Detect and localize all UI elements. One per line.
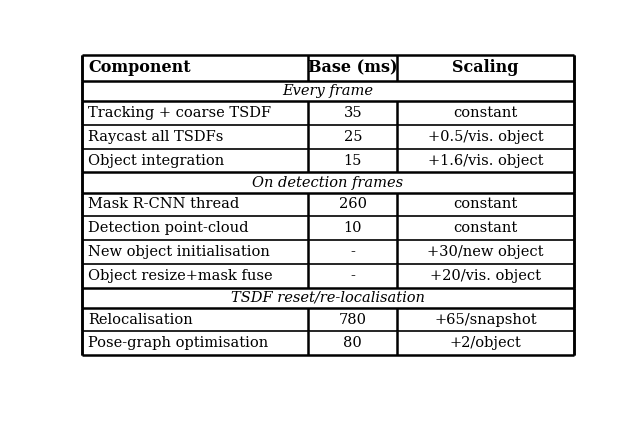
Text: Tracking + coarse TSDF: Tracking + coarse TSDF xyxy=(88,106,271,120)
Text: 25: 25 xyxy=(344,130,362,144)
Bar xyxy=(83,149,573,173)
Text: +65/snapshot: +65/snapshot xyxy=(434,313,537,327)
Bar xyxy=(83,125,573,149)
Text: Base (ms): Base (ms) xyxy=(308,60,397,76)
Bar xyxy=(83,81,573,101)
Bar xyxy=(83,216,573,240)
Text: 10: 10 xyxy=(344,221,362,235)
Text: constant: constant xyxy=(453,221,518,235)
Bar xyxy=(83,173,573,192)
Bar xyxy=(83,287,573,308)
Text: On detection frames: On detection frames xyxy=(252,176,404,189)
Text: Mask R-CNN thread: Mask R-CNN thread xyxy=(88,197,240,211)
Text: 15: 15 xyxy=(344,154,362,168)
Text: 80: 80 xyxy=(344,336,362,350)
Text: Object integration: Object integration xyxy=(88,154,225,168)
Bar xyxy=(83,54,573,81)
Text: constant: constant xyxy=(453,197,518,211)
Text: +0.5/vis. object: +0.5/vis. object xyxy=(428,130,543,144)
Bar xyxy=(83,331,573,355)
Text: New object initialisation: New object initialisation xyxy=(88,245,270,259)
Text: 260: 260 xyxy=(339,197,367,211)
Text: -: - xyxy=(350,245,355,259)
Bar xyxy=(83,240,573,264)
Text: Component: Component xyxy=(88,60,191,76)
Text: 780: 780 xyxy=(339,313,367,327)
Text: +30/new object: +30/new object xyxy=(428,245,544,259)
Bar xyxy=(83,264,573,287)
Text: +1.6/vis. object: +1.6/vis. object xyxy=(428,154,543,168)
Text: +20/vis. object: +20/vis. object xyxy=(430,269,541,283)
Text: +2/object: +2/object xyxy=(450,336,522,350)
Text: Pose-graph optimisation: Pose-graph optimisation xyxy=(88,336,269,350)
Text: Relocalisation: Relocalisation xyxy=(88,313,193,327)
Text: constant: constant xyxy=(453,106,518,120)
Text: Scaling: Scaling xyxy=(452,60,519,76)
Text: Object resize+mask fuse: Object resize+mask fuse xyxy=(88,269,273,283)
Text: Detection point-cloud: Detection point-cloud xyxy=(88,221,249,235)
Text: Raycast all TSDFs: Raycast all TSDFs xyxy=(88,130,224,144)
Bar xyxy=(83,101,573,125)
Bar xyxy=(83,308,573,331)
Text: -: - xyxy=(350,269,355,283)
Text: 35: 35 xyxy=(344,106,362,120)
Bar xyxy=(83,192,573,216)
Text: TSDF reset/re-localisation: TSDF reset/re-localisation xyxy=(231,291,425,305)
Text: Every frame: Every frame xyxy=(282,84,374,98)
